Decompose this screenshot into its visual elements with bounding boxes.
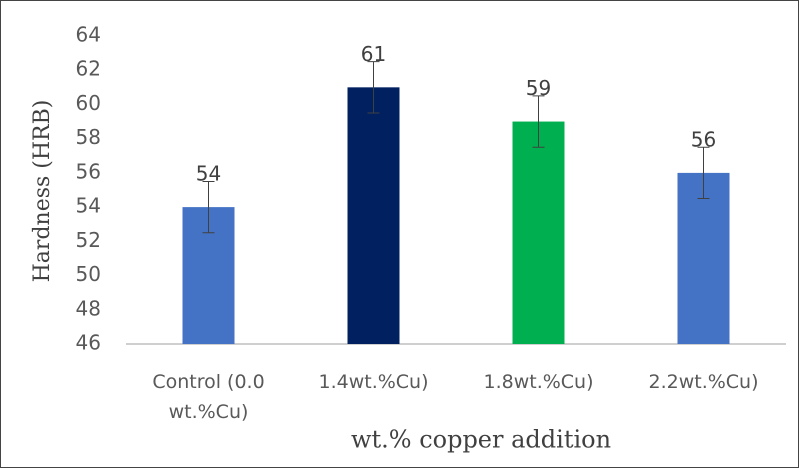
- y-tick-label: 54: [76, 194, 101, 218]
- y-tick-label: 46: [76, 331, 101, 355]
- y-tick-label: 52: [76, 228, 101, 252]
- x-axis-label: wt.% copper addition: [351, 426, 611, 454]
- error-bar: [697, 146, 710, 200]
- x-tick-label: Control (0.0 wt.%Cu): [152, 371, 265, 423]
- x-tick-label: 1.4wt.%Cu): [318, 371, 429, 393]
- y-tick-label: 50: [76, 262, 101, 286]
- y-tick-label: 56: [76, 159, 101, 183]
- x-tick-label: 2.2wt.%Cu): [648, 371, 759, 393]
- y-tick-label: 64: [76, 23, 101, 47]
- data-label: 59: [526, 76, 551, 100]
- error-bar: [532, 95, 545, 148]
- bar: [677, 172, 730, 344]
- y-tick-label: 48: [76, 296, 101, 320]
- y-axis-label: Hardness (HRB): [30, 100, 55, 283]
- y-tick-label: 58: [76, 125, 101, 149]
- data-label: 54: [196, 162, 221, 186]
- data-label: 56: [691, 127, 716, 151]
- bar: [512, 121, 565, 344]
- error-bar: [202, 180, 215, 234]
- bar: [347, 87, 400, 344]
- y-tick-label: 62: [76, 57, 101, 81]
- y-tick-label: 60: [76, 91, 101, 115]
- data-label: 61: [361, 42, 386, 66]
- x-tick-label: 1.8wt.%Cu): [483, 371, 594, 393]
- error-bar: [367, 61, 380, 114]
